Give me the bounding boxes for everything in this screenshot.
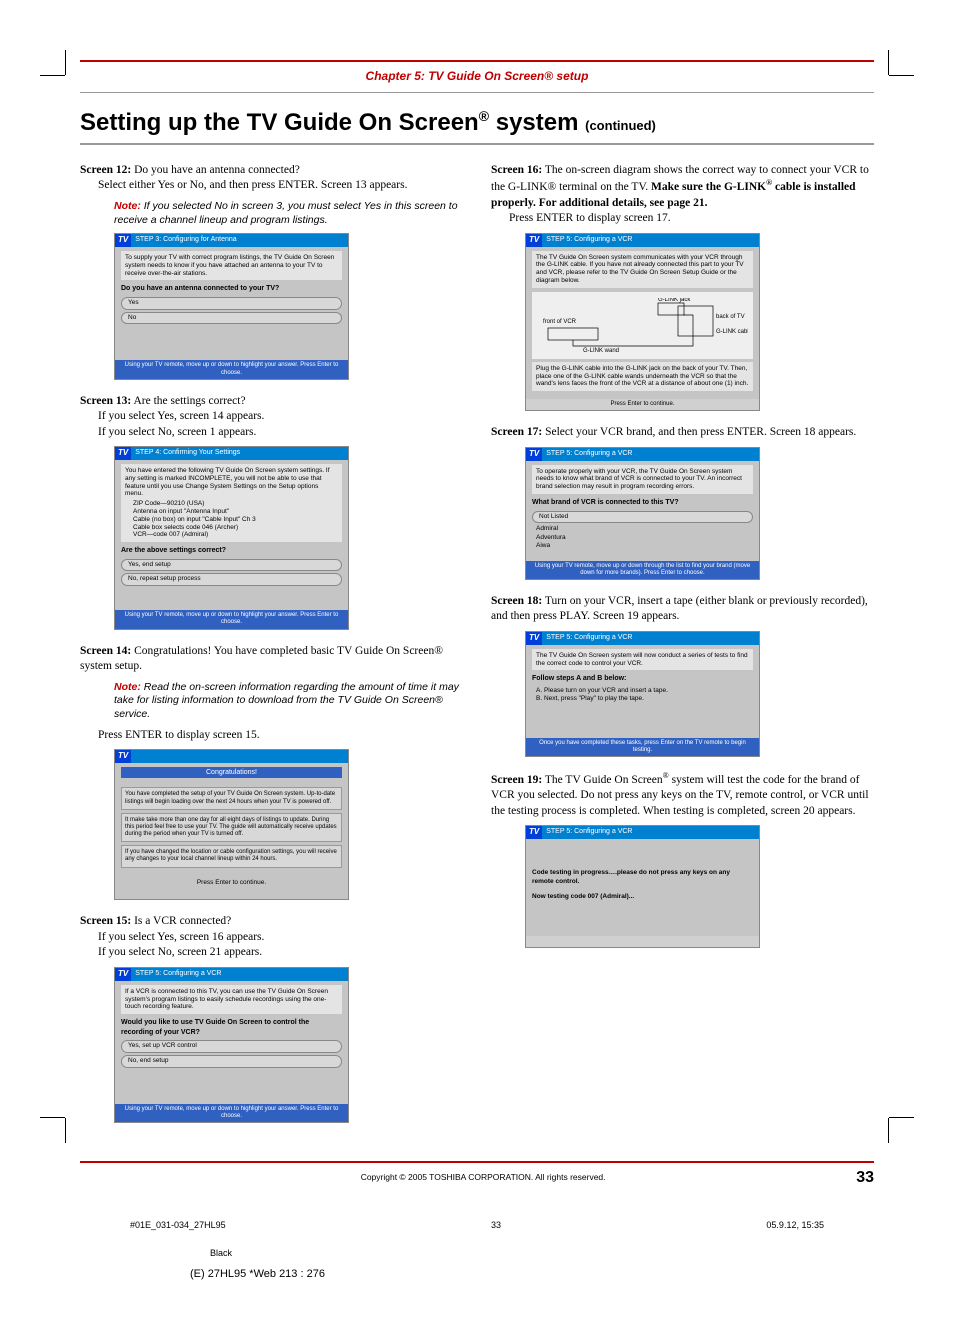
web-id: (E) 27HL95 *Web 213 : 276: [80, 1267, 874, 1282]
page-footer: Copyright © 2005 TOSHIBA CORPORATION. Al…: [80, 1161, 874, 1189]
screenshot-14: TV Congratulations! You have completed t…: [114, 749, 349, 900]
screen-19: Screen 19: The TV Guide On Screen® syste…: [491, 771, 874, 948]
note-label: Note:: [114, 200, 141, 212]
screen-18: Screen 18: Turn on your VCR, insert a ta…: [491, 594, 874, 757]
screenshot-12: TVSTEP 3: Configuring for Antenna To sup…: [114, 233, 349, 380]
svg-text:G-LINK cable: G-LINK cable: [716, 329, 748, 335]
svg-text:back of TV: back of TV: [716, 314, 745, 320]
page-title: Setting up the TV Guide On Screen® syste…: [80, 107, 874, 145]
left-column: Screen 12: Do you have an antenna connec…: [80, 163, 463, 1137]
content-columns: Screen 12: Do you have an antenna connec…: [80, 163, 874, 1137]
screen-17: Screen 17: Select your VCR brand, and th…: [491, 425, 874, 580]
screenshot-19: TVSTEP 5: Configuring a VCR Code testing…: [525, 825, 760, 947]
page-number: 33: [856, 1167, 874, 1189]
screenshot-15: TVSTEP 5: Configuring a VCR If a VCR is …: [114, 967, 349, 1123]
screen-16: Screen 16: The on-screen diagram shows t…: [491, 163, 874, 411]
screenshot-16: TVSTEP 5: Configuring a VCR The TV Guide…: [525, 233, 760, 412]
screenshot-18: TVSTEP 5: Configuring a VCR The TV Guide…: [525, 631, 760, 757]
print-black: Black: [80, 1247, 874, 1259]
screenshot-17: TVSTEP 5: Configuring a VCR To operate p…: [525, 447, 760, 580]
copyright: Copyright © 2005 TOSHIBA CORPORATION. Al…: [110, 1172, 856, 1183]
screen-14: Screen 14: Congratulations! You have com…: [80, 644, 463, 901]
print-info: #01E_031-034_27HL95 33 05.9.12, 15:35: [80, 1219, 874, 1231]
screen-13: Screen 13: Are the settings correct? If …: [80, 394, 463, 630]
screen-15: Screen 15: Is a VCR connected? If you se…: [80, 914, 463, 1123]
chapter-title: Chapter 5: TV Guide On Screen® setup: [366, 69, 589, 83]
right-column: Screen 16: The on-screen diagram shows t…: [491, 163, 874, 1137]
screen-12: Screen 12: Do you have an antenna connec…: [80, 163, 463, 380]
screenshot-13: TVSTEP 4: Confirming Your Settings You h…: [114, 446, 349, 629]
svg-text:G-LINK wand: G-LINK wand: [583, 348, 619, 353]
tv-logo: TV: [115, 234, 131, 247]
chapter-header: Chapter 5: TV Guide On Screen® setup: [80, 60, 874, 93]
svg-text:front of VCR: front of VCR: [543, 319, 577, 325]
glink-diagram: front of VCR G-LINK jack back of TV G-LI…: [532, 292, 753, 359]
svg-text:G-LINK jack: G-LINK jack: [658, 298, 691, 303]
